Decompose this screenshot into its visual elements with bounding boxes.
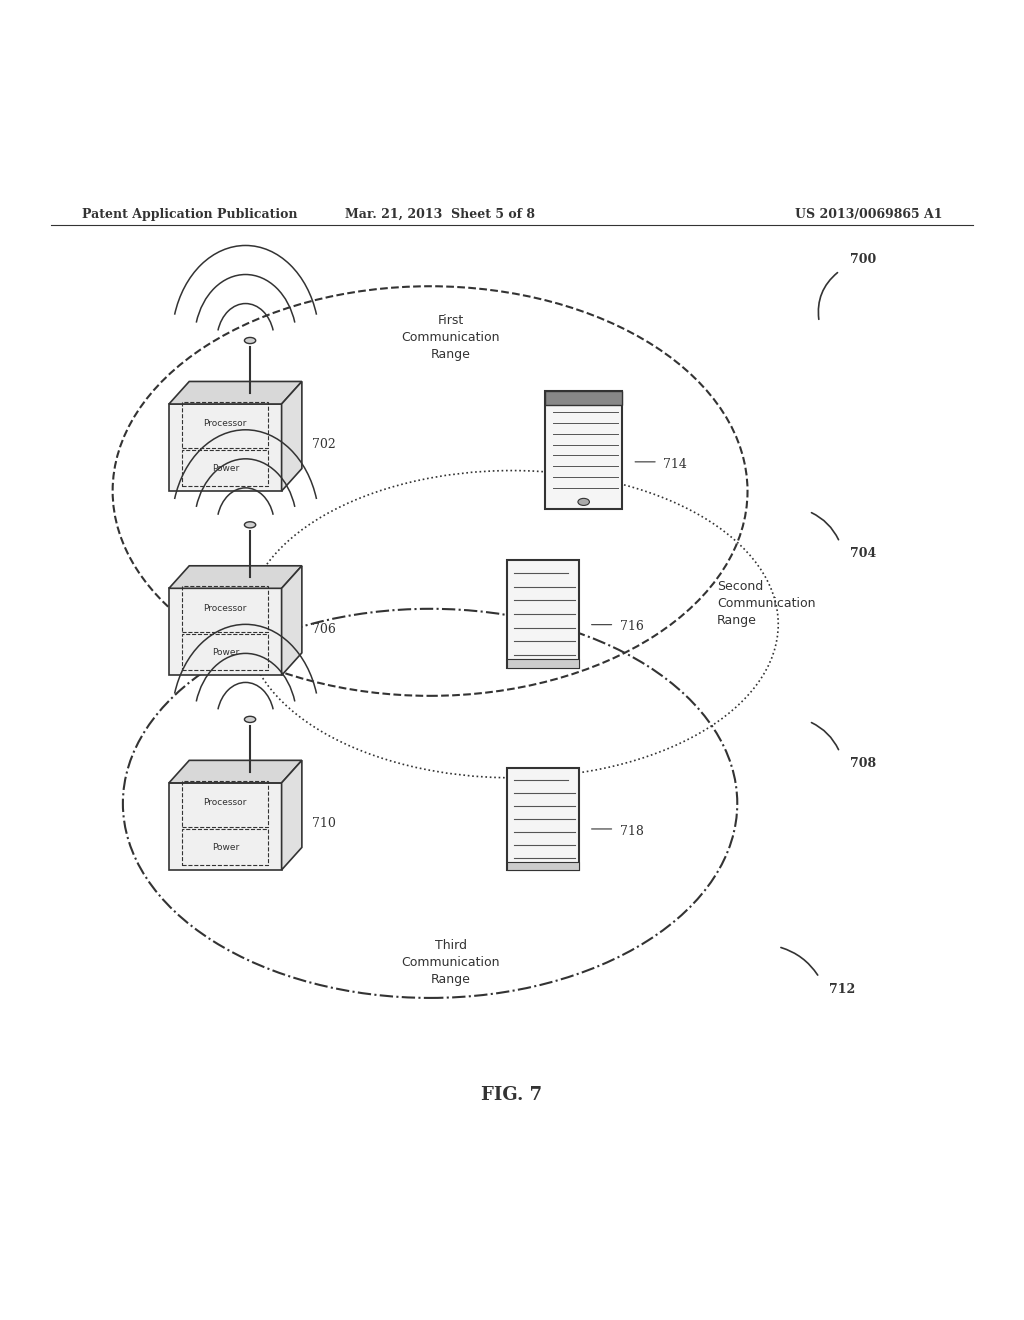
Text: Power: Power [212, 843, 239, 851]
Polygon shape [282, 381, 302, 491]
Polygon shape [169, 404, 282, 491]
Text: Power: Power [212, 465, 239, 473]
Polygon shape [169, 381, 302, 404]
Polygon shape [169, 566, 302, 589]
Text: 704: 704 [850, 548, 877, 561]
FancyBboxPatch shape [507, 767, 579, 870]
Text: 714: 714 [664, 458, 687, 471]
Text: US 2013/0069865 A1: US 2013/0069865 A1 [795, 209, 942, 220]
Text: Processor: Processor [204, 799, 247, 808]
Text: Processor: Processor [204, 420, 247, 429]
Text: 708: 708 [850, 758, 877, 771]
Text: 710: 710 [312, 817, 336, 830]
Text: Mar. 21, 2013  Sheet 5 of 8: Mar. 21, 2013 Sheet 5 of 8 [345, 209, 536, 220]
Polygon shape [282, 566, 302, 676]
Text: 702: 702 [312, 438, 336, 451]
Polygon shape [282, 760, 302, 870]
Ellipse shape [245, 717, 256, 722]
Text: 700: 700 [850, 252, 877, 265]
Polygon shape [169, 760, 302, 783]
Text: 712: 712 [829, 982, 856, 995]
Ellipse shape [578, 499, 590, 506]
Text: 718: 718 [620, 825, 643, 837]
Text: 716: 716 [620, 620, 643, 634]
Ellipse shape [245, 521, 256, 528]
Polygon shape [169, 589, 282, 676]
Text: 706: 706 [312, 623, 336, 636]
FancyBboxPatch shape [507, 862, 579, 870]
Polygon shape [169, 783, 282, 870]
Text: Third
Communication
Range: Third Communication Range [401, 939, 500, 986]
Ellipse shape [245, 338, 256, 343]
Text: FIG. 7: FIG. 7 [481, 1086, 543, 1105]
Text: Patent Application Publication: Patent Application Publication [82, 209, 297, 220]
Text: First
Communication
Range: First Communication Range [401, 314, 500, 360]
Text: Processor: Processor [204, 603, 247, 612]
FancyBboxPatch shape [507, 560, 579, 668]
FancyBboxPatch shape [545, 391, 622, 405]
Text: Second
Communication
Range: Second Communication Range [717, 581, 815, 627]
FancyBboxPatch shape [545, 391, 622, 510]
FancyBboxPatch shape [507, 659, 579, 668]
Text: Power: Power [212, 648, 239, 657]
